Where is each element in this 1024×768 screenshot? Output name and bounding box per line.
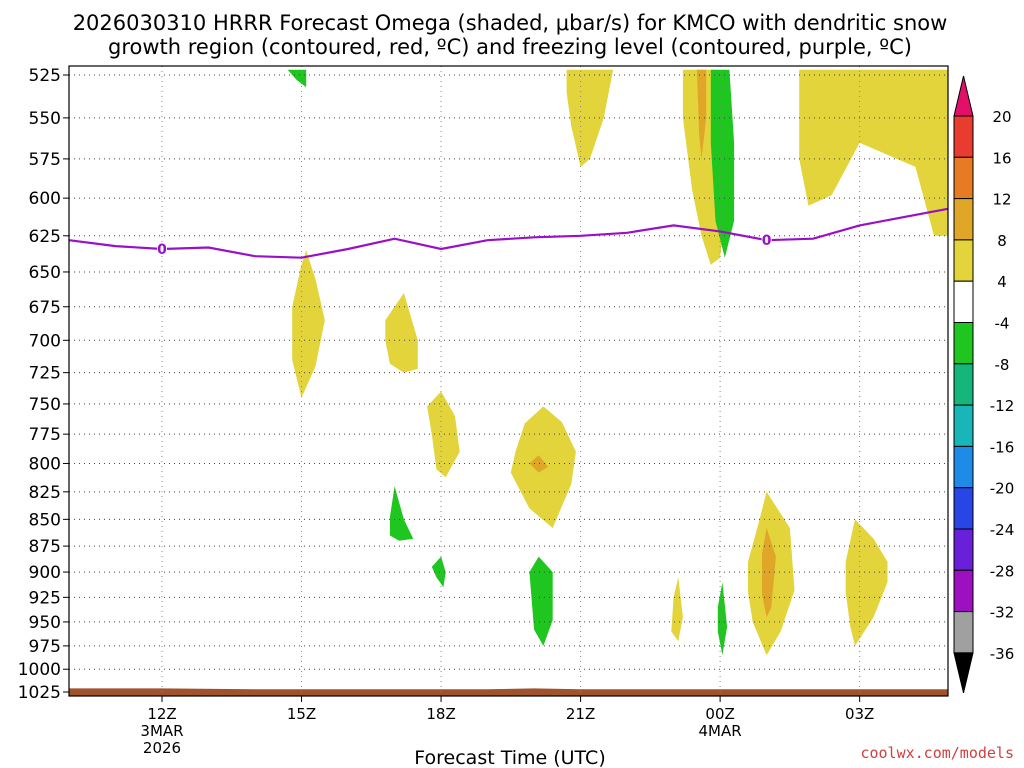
y-tick-label-925: 925 <box>29 588 61 608</box>
y-tick-label-900: 900 <box>29 563 61 583</box>
y-tick-label-625: 625 <box>29 227 61 247</box>
freezing-label-bg-1 <box>157 241 168 256</box>
x-tick-label-00Z: 00Z <box>705 705 734 723</box>
x-tick-label-15Z: 15Z <box>287 705 316 723</box>
y-tick-label-600: 600 <box>29 189 61 209</box>
colorbar-label-13: -36 <box>990 645 1015 663</box>
credit-text: coolwx.com/models <box>860 744 1014 762</box>
y-tick-label-525: 525 <box>29 66 61 86</box>
omega-region-1 <box>287 69 307 88</box>
x-tick-date-12Z: 3MAR <box>140 722 183 740</box>
colorbar-box-5 <box>953 280 974 324</box>
y-tick-label-750: 750 <box>29 395 61 415</box>
omega-region-19 <box>845 519 888 646</box>
freezing-label-bg-2 <box>761 233 772 248</box>
x-tick-year-12Z: 2026 <box>143 739 181 757</box>
omega-region-11 <box>529 455 548 473</box>
colorbar-box-3 <box>953 198 974 241</box>
omega-region-14 <box>529 556 553 646</box>
colorbar-label-3: 8 <box>997 232 1007 250</box>
y-tick-label-575: 575 <box>29 150 61 170</box>
chart-title-line1: 2026030310 HRRR Forecast Omega (shaded, … <box>73 11 948 35</box>
colorbar-label-11: -28 <box>990 562 1015 580</box>
colorbar-label-0: 20 <box>992 108 1011 126</box>
x-axis-label: Forecast Time (UTC) <box>414 747 605 768</box>
colorbar-label-8: -16 <box>990 438 1015 456</box>
colorbar-box-11 <box>953 528 974 571</box>
y-tick-label-700: 700 <box>29 331 61 351</box>
colorbar-label-9: -20 <box>990 480 1015 498</box>
y-tick-label-675: 675 <box>29 298 61 318</box>
omega-region-18 <box>762 528 776 618</box>
colorbar-box-2 <box>953 156 974 200</box>
colorbar-top-arrow <box>953 75 974 117</box>
colorbar-bottom-arrow <box>953 652 974 694</box>
colorbar-box-1 <box>953 115 974 158</box>
omega-region-9 <box>427 391 460 478</box>
omega-region-16 <box>717 582 728 656</box>
omega-region-6 <box>799 69 948 236</box>
omega-region-13 <box>431 556 446 588</box>
y-tick-label-775: 775 <box>29 425 61 445</box>
x-tick-label-12Z: 12Z <box>147 705 176 723</box>
colorbar-label-4: 4 <box>997 273 1007 291</box>
colorbar-label-7: -12 <box>990 397 1015 415</box>
y-axis: 525 550 575 600 625 650 675 700 725 750 775 800 825 8… <box>18 66 69 703</box>
y-tick-label-850: 850 <box>29 510 61 530</box>
colorbar-box-12 <box>953 569 974 613</box>
colorbar-box-13 <box>953 611 974 654</box>
colorbar-label-5: -4 <box>995 315 1010 333</box>
freezing-level-label-1: 0 <box>157 242 167 258</box>
y-tick-label-650: 650 <box>29 263 61 283</box>
colorbar-box-8 <box>953 404 974 447</box>
colorbar-label-2: 12 <box>992 191 1011 209</box>
chart-title-line2: growth region (contoured, red, ºC) and f… <box>108 35 912 59</box>
omega-region-5 <box>710 69 735 258</box>
y-tick-label-1025: 1025 <box>18 683 61 703</box>
colorbar-label-1: 16 <box>992 149 1011 167</box>
colorbar-box-7 <box>953 363 974 406</box>
colorbar-label-10: -24 <box>990 521 1015 539</box>
plot-frame <box>68 65 949 697</box>
x-tick-label-03Z: 03Z <box>845 705 874 723</box>
colorbar-box-6 <box>953 322 974 365</box>
y-tick-label-950: 950 <box>29 613 61 633</box>
y-tick-label-1000: 1000 <box>18 660 61 680</box>
omega-region-4 <box>696 69 707 159</box>
freezing-level-label-2: 0 <box>762 233 772 249</box>
colorbar: 20 16 12 8 4 -4 -8 -12 -16 -20 -24 -28 -32 -36 <box>953 75 1015 694</box>
y-tick-label-875: 875 <box>29 537 61 557</box>
y-tick-label-825: 825 <box>29 483 61 503</box>
surface-band <box>69 688 948 696</box>
colorbar-label-12: -32 <box>990 604 1015 622</box>
x-tick-label-21Z: 21Z <box>566 705 595 723</box>
omega-region-8 <box>385 293 418 373</box>
x-tick-label-18Z: 18Z <box>426 705 455 723</box>
y-tick-label-725: 725 <box>29 364 61 384</box>
x-tick-date-00Z: 4MAR <box>699 722 742 740</box>
colorbar-box-10 <box>953 487 974 530</box>
colorbar-label-6: -8 <box>995 356 1010 374</box>
y-tick-label-975: 975 <box>29 637 61 657</box>
plot-area: 00 <box>68 65 949 697</box>
colorbar-box-9 <box>953 445 974 489</box>
omega-region-12 <box>389 486 414 541</box>
omega-region-15 <box>671 577 683 642</box>
omega-region-7 <box>292 250 325 398</box>
y-tick-label-800: 800 <box>29 454 61 474</box>
freezing-level-line <box>69 207 948 259</box>
y-tick-label-550: 550 <box>29 109 61 129</box>
colorbar-box-4 <box>953 239 974 282</box>
